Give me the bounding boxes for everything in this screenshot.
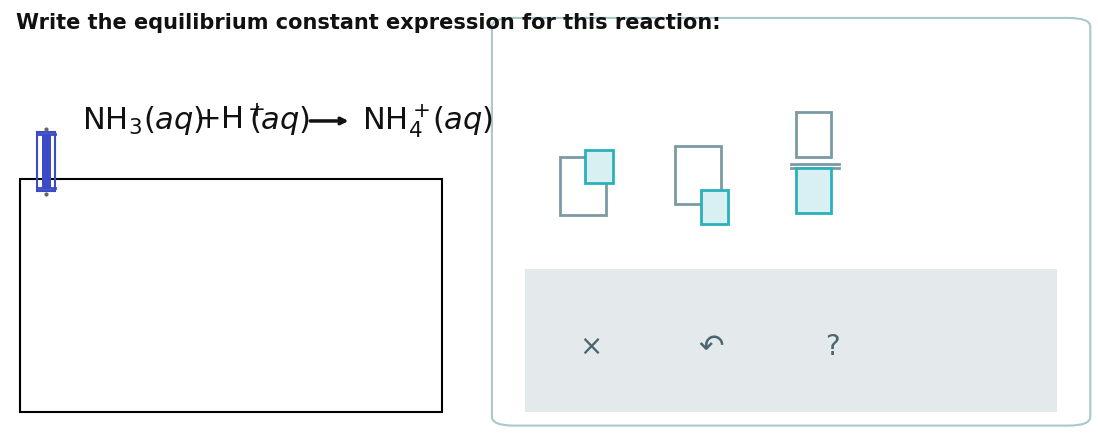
- Bar: [37, 132, 55, 191]
- Text: ↶: ↶: [698, 333, 725, 362]
- Bar: [560, 157, 606, 215]
- FancyBboxPatch shape: [492, 18, 1090, 426]
- Text: Write the equilibrium constant expression for this reaction:: Write the equilibrium constant expressio…: [16, 13, 721, 34]
- Bar: [42, 134, 51, 188]
- Bar: [20, 179, 442, 412]
- Bar: [675, 146, 721, 204]
- Text: $+\rm H^+$: $+\rm H^+$: [195, 105, 266, 137]
- Text: $(aq)$: $(aq)$: [432, 104, 493, 138]
- Bar: [796, 168, 831, 213]
- Bar: [585, 150, 613, 184]
- Text: $\rm NH_3$: $\rm NH_3$: [82, 105, 143, 137]
- Bar: [701, 190, 728, 224]
- Text: $(aq)$: $(aq)$: [249, 104, 311, 138]
- Text: $\rm NH_4^+$: $\rm NH_4^+$: [362, 102, 430, 140]
- Text: ?: ?: [825, 333, 840, 361]
- Bar: [525, 269, 1057, 412]
- Bar: [796, 112, 831, 157]
- Text: ×: ×: [579, 333, 603, 361]
- Text: $(aq)$: $(aq)$: [143, 104, 204, 138]
